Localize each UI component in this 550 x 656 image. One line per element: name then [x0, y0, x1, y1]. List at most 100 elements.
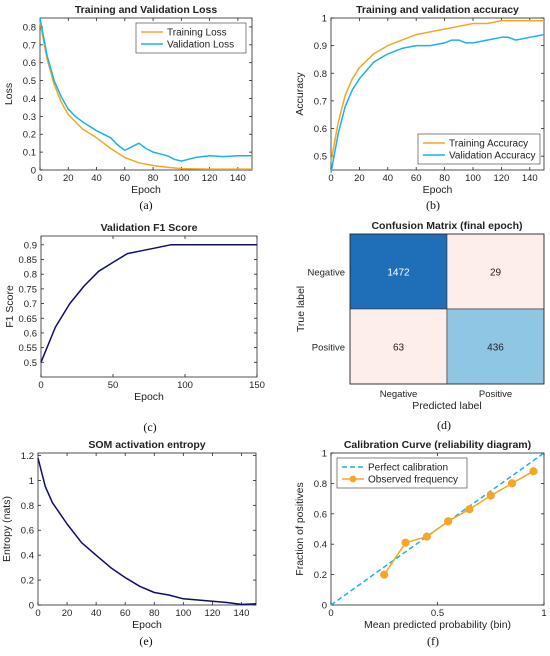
panel-caption: (b): [426, 198, 440, 212]
x-tick-label: 0: [35, 608, 40, 619]
x-tick-label: 80: [148, 173, 159, 184]
chart-title: Calibration Curve (reliability diagram): [344, 439, 531, 451]
x-tick-label: 120: [202, 173, 218, 184]
y-tick-label: 0.4: [21, 551, 34, 562]
panel-caption: (f): [427, 634, 439, 648]
y-tick-label: 1: [29, 476, 34, 487]
y-axis-label: True label: [295, 286, 307, 332]
cell-value: 29: [490, 268, 502, 279]
y-tick-label: 0.2: [314, 570, 327, 581]
x-axis-label: Epoch: [131, 184, 161, 196]
x-tick-label: 150: [249, 380, 265, 391]
x-tick-label: 20: [63, 173, 74, 184]
row-label: Positive: [312, 343, 345, 354]
data-point-marker: [507, 479, 517, 488]
y-tick-label: 1: [322, 14, 327, 25]
y-axis-label: Fraction of positives: [294, 482, 306, 575]
x-tick-label: 0: [328, 608, 333, 619]
y-tick-label: 0.6: [314, 124, 327, 135]
cell-value: 1472: [387, 268, 410, 279]
legend-marker: [349, 475, 357, 483]
x-tick-label: 40: [91, 608, 102, 619]
x-tick-label: 60: [120, 173, 131, 184]
plot-area: [37, 452, 257, 606]
x-tick-label: 120: [204, 608, 220, 619]
x-tick-label: 0: [328, 173, 333, 184]
x-tick-label: 140: [234, 608, 250, 619]
y-axis-label: Entropy (nats): [1, 496, 13, 562]
y-axis-label: Loss: [3, 83, 15, 105]
data-point-marker: [486, 491, 495, 500]
x-tick-label: 40: [91, 173, 102, 184]
data-point-marker: [444, 517, 453, 526]
y-tick-label: 0.85: [19, 255, 38, 266]
legend-box: [417, 133, 541, 165]
y-tick-label: 1: [322, 449, 327, 460]
x-tick-label: 120: [493, 173, 509, 184]
x-tick-label: 140: [230, 173, 246, 184]
y-tick-label: 0.8: [24, 270, 37, 281]
y-tick-label: 0.8: [314, 479, 327, 490]
series-line: [39, 21, 252, 170]
panel-a: Training and Validation Loss (a) 0 20 40 60 80…: [3, 4, 253, 212]
y-tick-label: 0.4: [314, 540, 327, 551]
y-tick-label: 0.5: [23, 76, 36, 87]
panel-c: Validation F1 Score (c) 0 50 100 150 0.5 0.55 0.…: [4, 222, 265, 434]
x-tick-label: 60: [411, 173, 422, 184]
cell-value: 436: [487, 343, 504, 354]
y-tick-label: 0: [29, 601, 34, 612]
x-tick-label: 20: [62, 608, 73, 619]
x-tick-label: 20: [354, 173, 365, 184]
y-tick-label: 0.3: [23, 112, 36, 123]
y-tick-label: 0.1: [23, 148, 36, 159]
y-tick-label: 0.4: [23, 94, 36, 105]
y-tick-label: 0.5: [314, 152, 327, 163]
legend-label: Training Loss: [167, 28, 227, 39]
chart-title: Training and Validation Loss: [75, 4, 218, 16]
x-tick-label: 80: [439, 173, 450, 184]
x-tick-label: 80: [149, 608, 160, 619]
x-axis-label: Epoch: [134, 391, 164, 403]
matrix-cell: [446, 233, 545, 310]
y-tick-label: 0.6: [314, 509, 327, 520]
matrix-cell: [446, 308, 545, 385]
data-point-marker: [465, 505, 474, 514]
legend-label: Observed frequency: [368, 475, 458, 486]
panel-caption: (a): [139, 198, 152, 212]
y-tick-label: 0.8: [21, 501, 34, 512]
series-line: [37, 457, 257, 606]
y-tick-label: 0.5: [24, 358, 37, 369]
y-tick-label: 0.7: [24, 299, 37, 310]
series-line: [330, 33, 545, 173]
x-tick-label: 50: [108, 380, 119, 391]
legend-label: Training Accuracy: [449, 139, 528, 150]
y-tick-label: 0.6: [23, 58, 36, 69]
x-tick-label: 60: [120, 608, 131, 619]
y-tick-label: 0.75: [19, 284, 38, 295]
legend-label: Validation Loss: [167, 40, 234, 51]
y-tick-label: 0.65: [19, 314, 38, 325]
legend-label: Perfect calibration: [368, 463, 448, 474]
data-point-marker: [529, 467, 538, 476]
x-axis-label: Epoch: [423, 184, 453, 196]
y-tick-label: 0.9: [24, 240, 37, 251]
data-point-marker: [422, 532, 431, 541]
y-tick-label: 0.7: [314, 96, 327, 107]
x-tick-label: 0: [38, 380, 43, 391]
y-tick-label: 0: [322, 601, 327, 612]
y-tick-label: 0.2: [23, 130, 36, 141]
y-axis-label: Accuracy: [294, 72, 306, 116]
series-line: [39, 17, 252, 162]
matrix-cell: [349, 308, 448, 385]
plot-area: [40, 235, 258, 378]
y-tick-label: 0.9: [314, 41, 327, 52]
x-axis-label: Mean predicted probability (bin): [364, 619, 511, 631]
legend-box: [135, 22, 247, 54]
y-tick-label: 1.2: [21, 451, 34, 462]
series-line: [330, 20, 544, 162]
panel-b: Training and validation accuracy (b) 0 20 40…: [294, 4, 545, 212]
x-tick-label: 0.5: [431, 608, 444, 619]
